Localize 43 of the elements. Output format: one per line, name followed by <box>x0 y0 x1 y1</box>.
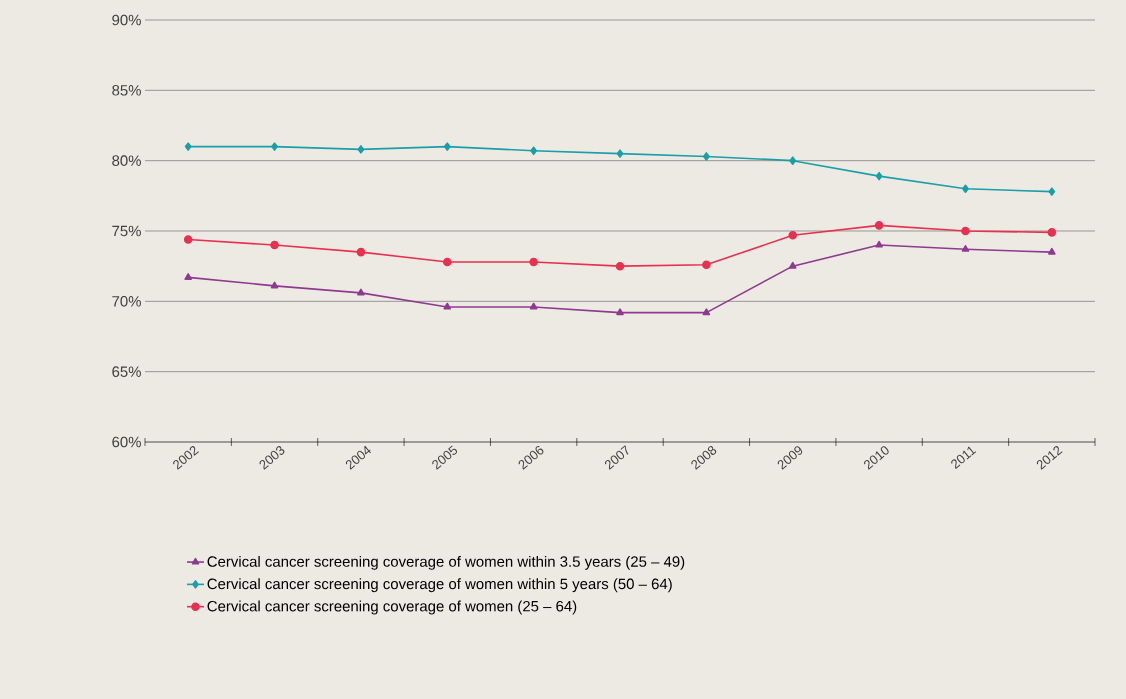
point <box>961 226 970 236</box>
point <box>875 171 883 181</box>
point <box>357 288 365 296</box>
point <box>270 281 279 289</box>
point <box>789 156 797 165</box>
y-tick-label: 80% <box>112 155 141 166</box>
point <box>443 302 452 310</box>
point <box>616 149 624 158</box>
point <box>874 221 884 230</box>
point <box>356 247 366 257</box>
point <box>529 257 538 267</box>
point <box>1047 228 1057 237</box>
point <box>1048 247 1056 255</box>
point <box>702 152 710 161</box>
point <box>788 261 797 269</box>
point <box>616 308 624 316</box>
point <box>962 184 969 194</box>
y-tick-label: 70% <box>112 296 141 307</box>
point <box>875 240 883 248</box>
point <box>443 142 451 151</box>
y-tick-label: 65% <box>112 366 141 377</box>
legend-label: Cervical cancer screening coverage of women (25 – 64) <box>207 600 577 615</box>
point <box>530 146 538 156</box>
point <box>442 257 452 267</box>
point <box>615 261 625 271</box>
point <box>961 245 970 252</box>
point <box>271 142 278 151</box>
legend-label: Cervical cancer screening coverage of women within 5 years (50 – 64) <box>207 578 672 593</box>
point <box>1048 187 1056 196</box>
point <box>788 230 798 240</box>
point <box>357 145 365 154</box>
y-tick-label: 85% <box>112 85 141 96</box>
point <box>184 142 192 151</box>
point <box>702 308 711 316</box>
y-tick-label: 60% <box>112 436 141 448</box>
point <box>529 302 538 310</box>
point <box>702 260 711 270</box>
point <box>183 235 193 244</box>
y-tick-label: 90% <box>112 14 141 26</box>
point <box>184 273 192 280</box>
legend-label: Cervical cancer screening coverage of women within 3.5 years (25 – 49) <box>207 555 685 570</box>
y-tick-label: 75% <box>112 225 141 237</box>
point <box>270 240 279 250</box>
